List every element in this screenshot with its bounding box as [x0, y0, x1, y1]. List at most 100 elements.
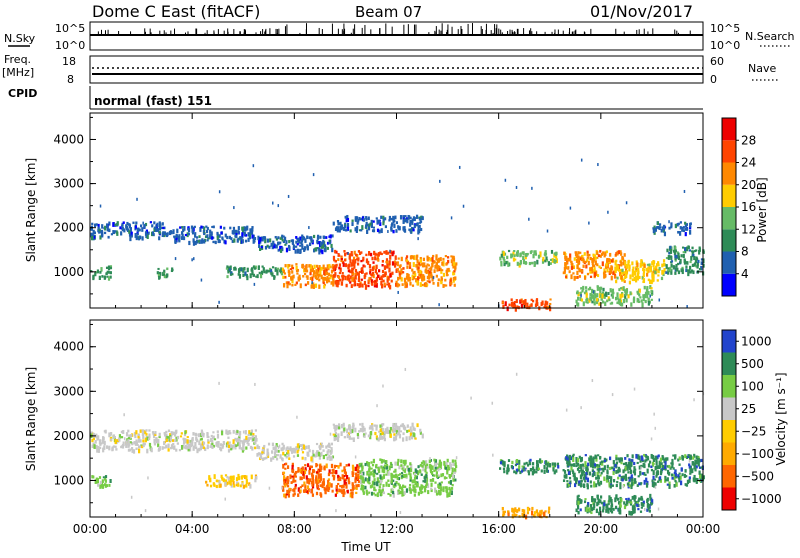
data-cell: [405, 259, 408, 263]
data-cell: [575, 461, 578, 465]
data-cell: [591, 497, 594, 503]
data-region: [575, 493, 654, 516]
data-cell: [618, 298, 621, 304]
data-cell: [263, 270, 266, 274]
data-cell: [104, 479, 107, 483]
data-cell: [379, 489, 382, 494]
data-cell: [630, 511, 633, 516]
data-cell: [319, 469, 322, 472]
data-cell: [664, 478, 668, 482]
data-cell: [677, 252, 680, 258]
data-cell: [168, 230, 172, 236]
data-cell: [597, 479, 600, 485]
data-cell: [170, 431, 173, 434]
data-cell: [585, 298, 588, 304]
data-cell: [420, 263, 423, 266]
data-cell: [356, 476, 359, 480]
data-cell: [673, 474, 676, 480]
data-cell: [97, 448, 101, 453]
data-cell: [595, 457, 598, 462]
y-tick-label: 3000: [53, 384, 84, 398]
data-cell: [252, 240, 255, 244]
data-cell: [660, 228, 663, 233]
data-cell: [629, 467, 632, 471]
data-cell: [147, 476, 149, 480]
data-cell: [379, 251, 382, 255]
data-cell: [295, 446, 298, 451]
data-cell: [226, 235, 229, 240]
data-cell: [112, 230, 115, 234]
data-cell: [346, 275, 350, 281]
data-cell: [301, 468, 304, 474]
data-cell: [362, 471, 365, 476]
data-cell: [322, 239, 325, 245]
data-cell: [409, 222, 412, 227]
data-cell: [141, 227, 144, 232]
data-cell: [639, 510, 643, 513]
data-cell: [232, 429, 235, 434]
data-cell: [529, 458, 532, 462]
data-cell: [670, 263, 673, 268]
data-cell: [253, 267, 256, 270]
data-cell: [436, 268, 439, 272]
data-cell: [443, 476, 447, 480]
data-cell: [606, 259, 609, 264]
data-cell: [595, 508, 598, 514]
data-cell: [385, 258, 389, 262]
data-cell: [252, 164, 255, 168]
data-cell: [537, 467, 540, 470]
data-cell: [376, 253, 379, 256]
data-cell: [211, 225, 214, 228]
data-cell: [693, 479, 696, 483]
data-cell: [296, 443, 300, 448]
data-cell: [216, 233, 219, 238]
data-cell: [326, 485, 329, 489]
data-region: [501, 506, 551, 520]
data-cell: [150, 447, 153, 453]
data-cell: [187, 232, 190, 236]
data-cell: [239, 267, 242, 270]
data-cell: [390, 251, 393, 255]
data-cell: [629, 461, 632, 467]
data-cell: [184, 430, 187, 435]
data-cell: [617, 457, 620, 461]
data-cell: [577, 251, 580, 255]
data-cell: [640, 506, 643, 509]
data-cell: [552, 467, 555, 472]
data-cell: [239, 430, 242, 436]
data-region: [281, 462, 361, 499]
data-cell: [359, 281, 362, 284]
data-cell: [93, 235, 96, 239]
data-cell: [206, 226, 209, 231]
data-cell: [601, 509, 605, 513]
data-cell: [409, 491, 412, 494]
data-cell: [683, 259, 687, 265]
data-cell: [249, 436, 252, 440]
data-cell: [609, 456, 612, 461]
data-cell: [106, 270, 109, 273]
data-cell: [279, 237, 282, 240]
data-cell: [619, 482, 622, 485]
data-cell: [511, 460, 514, 465]
data-cell: [346, 217, 350, 222]
data-cell: [383, 432, 386, 436]
data-cell: [203, 232, 206, 236]
data-cell: [500, 253, 503, 258]
data-cell: [288, 487, 291, 491]
data-cell: [679, 221, 682, 224]
data-cell: [273, 451, 277, 457]
data-cell: [247, 433, 250, 437]
data-cell: [419, 274, 422, 277]
data-cell: [328, 454, 331, 459]
data-cell: [646, 502, 649, 508]
data-cell: [407, 277, 410, 282]
data-cell: [207, 237, 210, 240]
data-cell: [225, 267, 229, 270]
data-cell: [672, 467, 675, 470]
data-cell: [315, 450, 319, 453]
data-cell: [421, 433, 424, 439]
data-cell: [98, 446, 102, 450]
data-cell: [652, 462, 655, 465]
data-cell: [340, 257, 343, 261]
data-cell: [421, 491, 424, 494]
